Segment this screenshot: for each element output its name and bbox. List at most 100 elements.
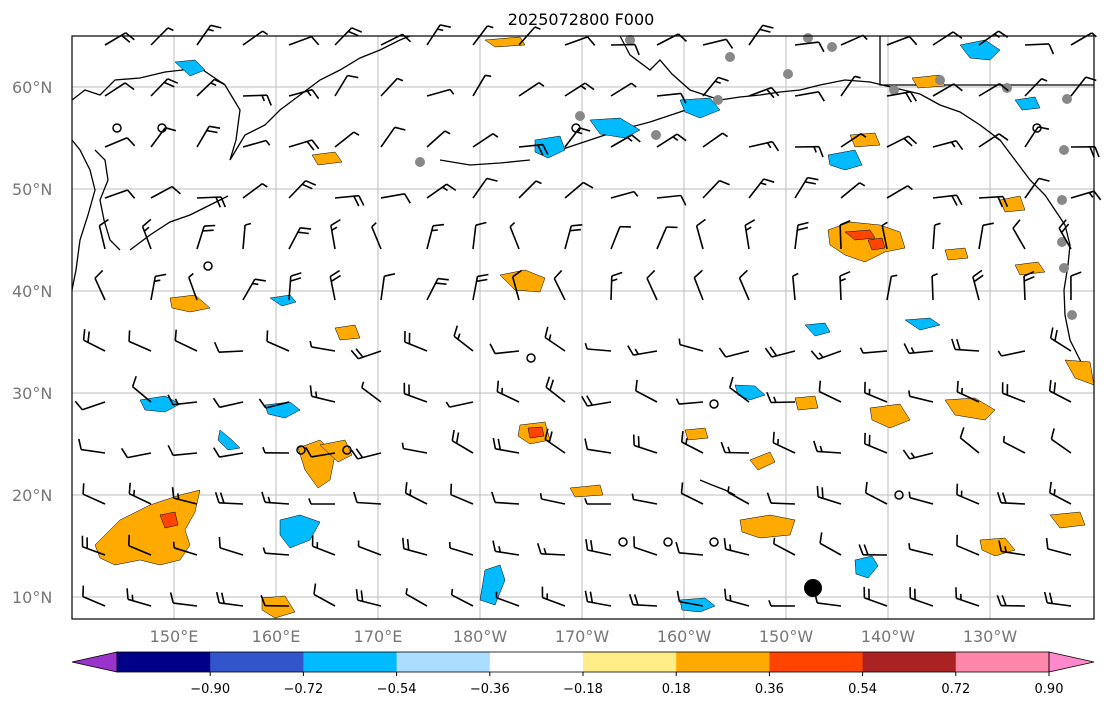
wind-barb-feather: [215, 591, 220, 603]
wind-barb-feather: [854, 75, 861, 79]
wind-barb: [978, 225, 984, 250]
wind-barb: [449, 401, 474, 408]
wind-barb-feather: [996, 492, 1002, 504]
wind-barb-feather: [813, 592, 818, 604]
positive-anomaly-areas: [94, 36, 1095, 619]
wind-barb-feather: [908, 390, 911, 397]
wind-barb: [450, 493, 474, 505]
wind-barb-feather: [536, 543, 542, 555]
latitude-axis: 60°N 50°N 40°N 30°N 20°N 10°N: [12, 78, 52, 607]
wind-barb: [881, 225, 888, 250]
wind-barb: [495, 448, 520, 454]
wind-barb-feather: [219, 492, 225, 504]
wind-barb-feather: [301, 183, 313, 190]
wind-barb-feather: [773, 537, 776, 544]
wind-barb-feather: [863, 544, 869, 556]
wind-barb-feather: [1004, 546, 1007, 553]
wind-barb-feather: [305, 446, 312, 458]
wind-barb-feather: [635, 379, 638, 391]
wind-barb-feather: [905, 92, 913, 103]
wind-barb: [356, 501, 382, 505]
wind-barb: [1001, 550, 1026, 556]
wind-barb-feather: [290, 272, 302, 277]
wind-barb: [634, 546, 658, 556]
wind-barb-feather: [492, 437, 497, 449]
wind-barb-feather: [766, 492, 772, 504]
wind-barb: [380, 77, 398, 97]
wind-barb-feather: [864, 481, 868, 493]
wind-barb-feather: [261, 491, 266, 503]
wind-barb-feather: [959, 427, 965, 439]
wind-barb-feather: [360, 590, 364, 602]
lat-label-60: 60°N: [12, 78, 52, 97]
wind-barb: [771, 350, 796, 358]
wind-barb: [403, 547, 428, 556]
wind-barb-feather: [770, 87, 780, 97]
wind-barb-feather: [738, 269, 748, 279]
wind-barb-feather: [446, 183, 457, 192]
wind-barb-feather: [586, 36, 596, 46]
wind-barb: [219, 401, 244, 409]
wind-barb-feather: [544, 326, 549, 338]
wind-barb-feather: [384, 273, 396, 277]
wind-barb-feather: [548, 334, 552, 341]
wind-barb: [1024, 78, 1043, 97]
wind-barb-feather: [306, 141, 315, 151]
wind-barb: [426, 225, 434, 250]
wind-barb-feather: [972, 269, 983, 278]
wind-barb-feather: [209, 125, 221, 129]
lat-label-30: 30°N: [12, 384, 52, 403]
wind-barb-feather: [177, 493, 180, 500]
wind-barb: [863, 350, 888, 354]
wind-barb-feather: [218, 536, 221, 548]
wind-barb: [818, 350, 842, 360]
wind-barb-feather: [1045, 537, 1049, 549]
wind-barb-feather: [167, 394, 174, 406]
wind-barb-feather: [262, 446, 266, 454]
wind-barb: [312, 545, 336, 556]
wind-barb: [610, 82, 632, 97]
wind-barb-feather: [759, 28, 771, 33]
wind-barb: [864, 392, 888, 403]
wind-barb-feather: [82, 329, 86, 341]
wind-barb-feather: [910, 452, 916, 459]
wind-barb-feather: [590, 539, 594, 552]
wind-barb-feather: [300, 227, 312, 230]
wind-barb-feather: [764, 347, 773, 358]
colorbar-tick-label: −0.36: [470, 682, 510, 697]
wind-barb-feather: [813, 146, 817, 153]
wind-barb-feather: [330, 219, 341, 227]
wind-barb: [150, 185, 173, 199]
wind-barb-feather: [126, 588, 129, 600]
wind-barb: [1002, 392, 1026, 403]
wind-barb-feather: [1050, 428, 1055, 440]
wind-barb: [681, 441, 704, 454]
wind-barb: [564, 181, 584, 199]
wind-barb-feather: [996, 595, 1002, 606]
wind-barb: [1058, 227, 1072, 250]
wind-barb-feather: [371, 222, 377, 228]
wind-barb-feather: [261, 95, 266, 102]
wind-barb-feather: [1091, 32, 1097, 38]
wind-barb: [978, 195, 1004, 199]
wind-barb: [453, 335, 474, 352]
wind-barb-feather: [633, 191, 639, 197]
wind-barb-feather: [545, 376, 551, 388]
wind-barb-feather: [903, 343, 910, 354]
wind-barb: [978, 83, 1001, 97]
wind-barb: [702, 38, 727, 46]
wind-barb: [956, 493, 980, 505]
wind-barb: [909, 350, 934, 355]
wind-barb: [544, 336, 566, 352]
wind-barb-feather: [174, 398, 179, 405]
wind-barb: [729, 386, 750, 403]
wind-barb: [748, 86, 772, 97]
wind-barb: [610, 275, 613, 301]
wind-barb-feather: [1023, 275, 1035, 282]
colorbar-tick-label: 0.36: [755, 682, 784, 697]
wind-barb-feather: [819, 445, 823, 452]
wind-barb: [1050, 438, 1072, 454]
wind-barb-feather: [676, 133, 687, 142]
wind-barb: [451, 594, 474, 607]
wind-barb: [1070, 76, 1087, 97]
